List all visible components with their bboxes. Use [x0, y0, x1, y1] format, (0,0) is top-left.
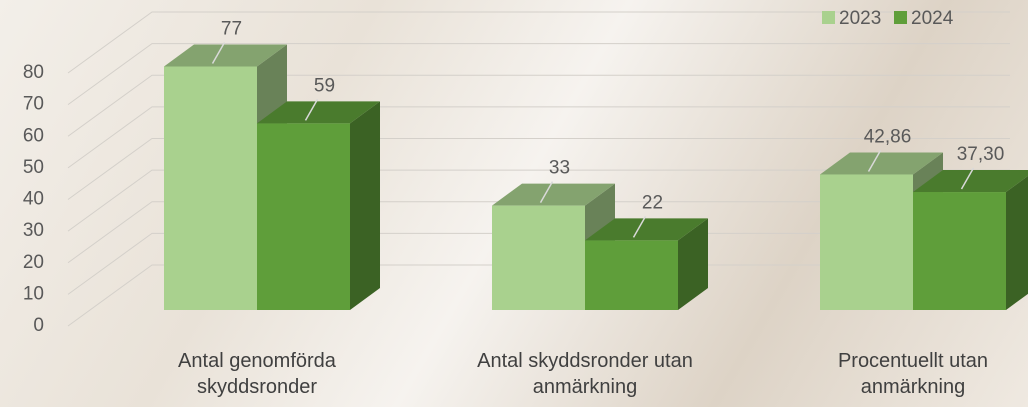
grid-line [67, 169, 1010, 232]
leader-line [867, 150, 882, 172]
x-tick-label: Antal genomförda skyddsronder [178, 350, 336, 398]
value-label: 77 [221, 19, 242, 40]
y-tick-label: 30 [23, 220, 44, 241]
leader-line [211, 42, 226, 64]
bar [913, 192, 1006, 310]
y-tick-label: 10 [23, 283, 44, 304]
grid-line [67, 264, 1010, 327]
grid-line [67, 201, 1010, 264]
grid-line [67, 106, 1010, 169]
grid-line [67, 43, 1010, 106]
bar-side [678, 218, 708, 310]
bar-top [257, 101, 380, 124]
grid-line [67, 138, 1010, 200]
legend-swatch [894, 11, 907, 24]
y-tick-label: 60 [23, 125, 44, 146]
bar [492, 205, 585, 310]
leader-line [632, 216, 647, 238]
bar [585, 240, 678, 310]
value-label: 37,30 [957, 144, 1005, 165]
value-label: 22 [642, 192, 663, 213]
bar-top [913, 170, 1028, 193]
bar-top [585, 218, 708, 241]
value-label: 59 [314, 75, 335, 96]
y-tick-label: 40 [23, 189, 44, 210]
y-tick-label: 0 [33, 315, 44, 336]
x-tick-label: Antal skyddsronder utan anmärkning [477, 350, 693, 398]
legend-label: 2023 [839, 8, 881, 29]
x-tick-label: Procentuellt utan anmärkning [837, 350, 989, 398]
leader-line [304, 99, 319, 121]
grid-line [67, 11, 1010, 74]
legend-swatch [822, 11, 835, 24]
y-tick-label: 20 [23, 252, 44, 273]
y-tick-label: 50 [23, 157, 44, 178]
y-tick-label: 70 [23, 94, 44, 115]
grid-line [67, 232, 1010, 295]
bar [820, 174, 913, 310]
bar-top [492, 183, 615, 206]
bar-side [1006, 175, 1028, 310]
bar-top [164, 44, 287, 67]
bar-top [820, 152, 943, 175]
bar [164, 66, 257, 310]
bar [257, 123, 350, 310]
value-label: 42,86 [864, 126, 912, 147]
leader-line [539, 181, 554, 204]
bar-side [350, 101, 380, 310]
leader-line [960, 167, 975, 190]
value-label: 33 [549, 158, 570, 179]
grid-line [67, 74, 1010, 137]
y-tick-label: 80 [23, 62, 44, 83]
legend-label: 2024 [911, 8, 954, 29]
